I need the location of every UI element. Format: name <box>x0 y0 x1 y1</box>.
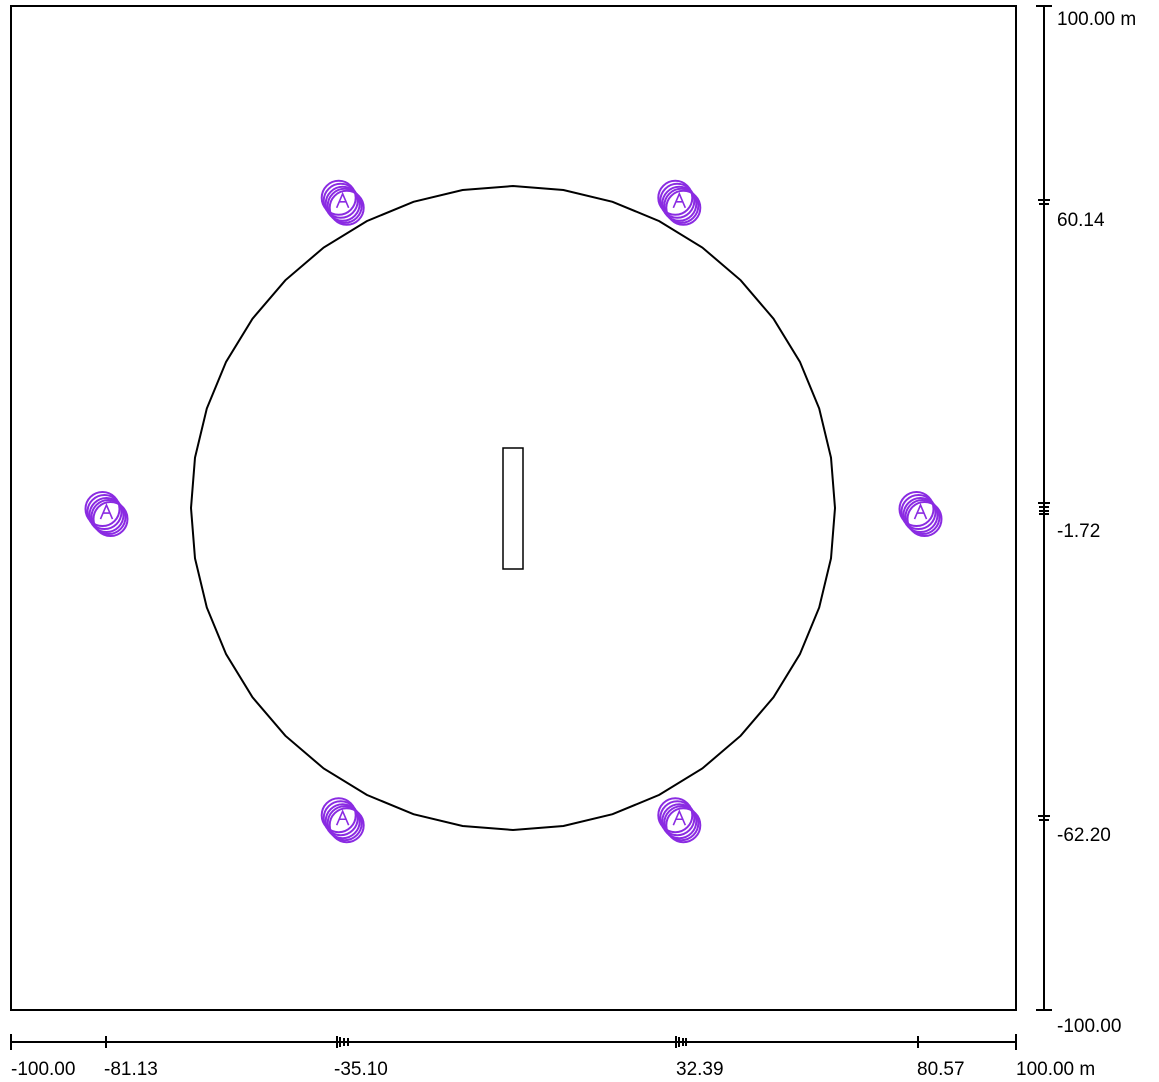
luminaire-aim-marker <box>335 191 350 209</box>
luminaire-ring <box>88 497 125 533</box>
luminaire-ring <box>90 499 127 535</box>
luminaire-ring <box>86 494 123 530</box>
luminaire-ring <box>906 501 943 537</box>
luminaire-ring <box>904 499 941 535</box>
x-axis: -100.00 -81.13 -35.10 32.39 80.57 100.00… <box>10 1034 1095 1080</box>
y-tick-marks <box>1038 199 1050 821</box>
luminaire-ring <box>661 803 698 840</box>
luminaire-ring <box>657 179 694 216</box>
luminaire-ring <box>659 182 696 219</box>
luminaire-ring <box>84 491 121 527</box>
luminaire-ring <box>324 803 361 840</box>
y-axis: 100.00 m 60.14 -1.72 -62.20 -100.00 <box>1036 5 1136 1037</box>
luminaire-group-bottom-left <box>320 797 365 844</box>
luminaire-ring <box>663 805 700 842</box>
area-boundary <box>10 5 1017 1011</box>
luminaire-group-top-left <box>320 179 365 226</box>
luminaire-group-right <box>898 491 943 537</box>
luminaire-ring <box>320 179 357 216</box>
luminaire-ring <box>663 187 700 224</box>
luminaire-aim-marker <box>335 809 350 826</box>
luminaire-ring <box>322 182 359 219</box>
luminaire-ring <box>902 497 939 533</box>
y-tick-label: 60.14 <box>1057 210 1105 231</box>
x-tick-label: -35.10 <box>334 1059 388 1080</box>
x-tick-marks <box>105 1036 919 1048</box>
luminaire-ring <box>326 187 363 224</box>
luminaire-ring <box>328 807 365 844</box>
luminaire-aim-marker <box>672 191 687 209</box>
x-axis-min-label: -100.00 <box>11 1059 75 1080</box>
x-tick-label: 32.39 <box>676 1059 724 1080</box>
y-axis-min-label: -100.00 <box>1057 1016 1121 1037</box>
luminaire-ring <box>665 807 702 844</box>
luminaire-ring <box>898 491 935 527</box>
luminaire-ring <box>320 797 357 834</box>
track-outline <box>189 184 837 832</box>
luminaire-aim-marker <box>672 809 687 826</box>
luminaire-aim-marker <box>913 502 928 520</box>
luminaire-ring <box>328 189 365 226</box>
luminaire-ring <box>326 805 363 842</box>
luminaire-ring <box>665 189 702 226</box>
x-axis-max-label: 100.00 m <box>1016 1059 1095 1080</box>
y-tick-label: -1.72 <box>1057 521 1100 542</box>
luminaire-ring <box>322 800 359 837</box>
x-tick-label: 80.57 <box>917 1059 965 1080</box>
luminaire-group-top-right <box>657 179 702 226</box>
luminaires <box>84 179 943 844</box>
luminaire-ring <box>659 800 696 837</box>
luminaire-aim-marker <box>99 502 114 520</box>
y-axis-max-label: 100.00 m <box>1057 9 1136 30</box>
luminaire-group-left <box>84 491 129 537</box>
luminaire-ring <box>900 494 937 530</box>
luminaire-group-bottom-right <box>657 797 702 844</box>
y-tick-label: -62.20 <box>1057 825 1111 846</box>
luminaire-ring <box>92 501 129 537</box>
luminaire-ring <box>324 185 361 222</box>
luminaire-ring <box>657 797 694 834</box>
center-structure <box>502 447 524 570</box>
luminaire-ring <box>661 185 698 222</box>
x-tick-label: -81.13 <box>104 1059 158 1080</box>
